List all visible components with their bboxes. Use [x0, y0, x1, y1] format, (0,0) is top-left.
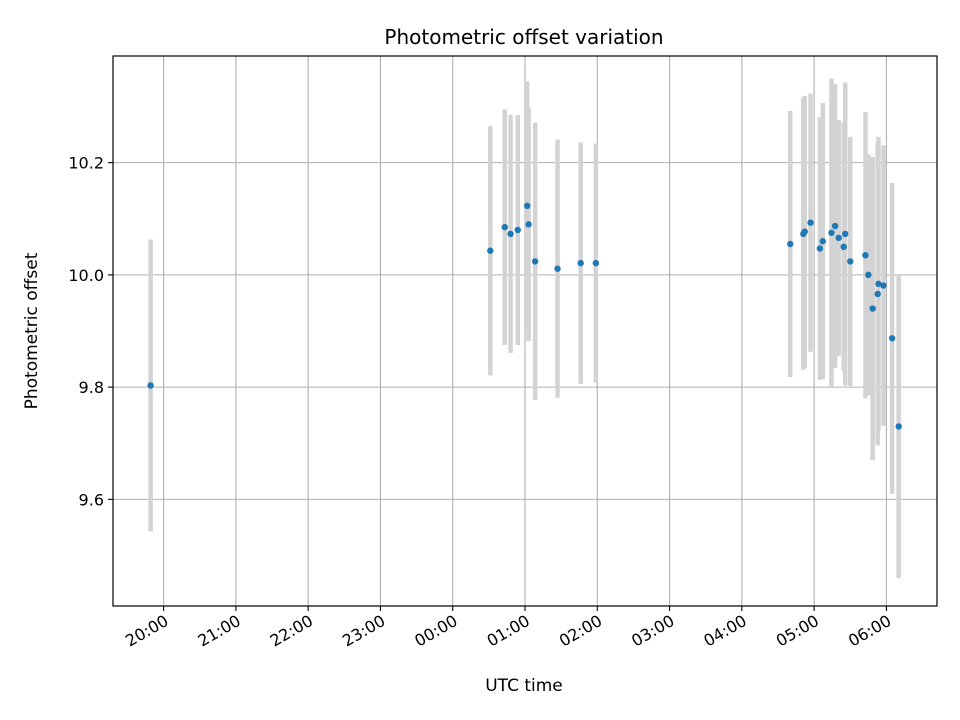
data-point [787, 240, 794, 248]
y-axis: 9.6 9.8 10.0 10.2 [68, 154, 113, 509]
y-axis-label: Photometric offset [22, 252, 42, 409]
data-point [577, 259, 584, 267]
data-point [807, 219, 814, 226]
data-point [501, 223, 508, 231]
data-point [880, 282, 887, 289]
x-axis-label: UTC time [485, 676, 563, 696]
data-point [895, 423, 902, 430]
data-point [487, 247, 494, 254]
data-point [865, 271, 872, 279]
data-point [840, 243, 847, 251]
y-tick-label: 10.0 [68, 266, 104, 285]
data-point [147, 382, 154, 389]
data-point [835, 234, 842, 242]
data-point [531, 258, 539, 265]
y-tick-label: 9.6 [79, 490, 104, 509]
data-point [869, 305, 876, 312]
data-point [875, 280, 882, 288]
data-point [801, 228, 808, 235]
y-tick-label: 9.8 [79, 378, 104, 397]
chart-title: Photometric offset variation [384, 25, 663, 49]
data-point [525, 221, 532, 228]
data-point [831, 222, 839, 230]
data-point [847, 258, 854, 265]
data-point [862, 252, 869, 259]
data-point [819, 238, 826, 245]
data-point [842, 230, 849, 238]
data-point [554, 265, 561, 272]
data-point [888, 335, 896, 342]
data-point [828, 229, 835, 236]
data-point [514, 226, 521, 234]
data-point [874, 290, 881, 298]
data-point [592, 259, 600, 267]
y-tick-label: 10.2 [68, 154, 104, 173]
data-points [147, 202, 902, 430]
data-point [507, 230, 514, 238]
data-point [523, 202, 531, 210]
data-point [816, 245, 824, 252]
